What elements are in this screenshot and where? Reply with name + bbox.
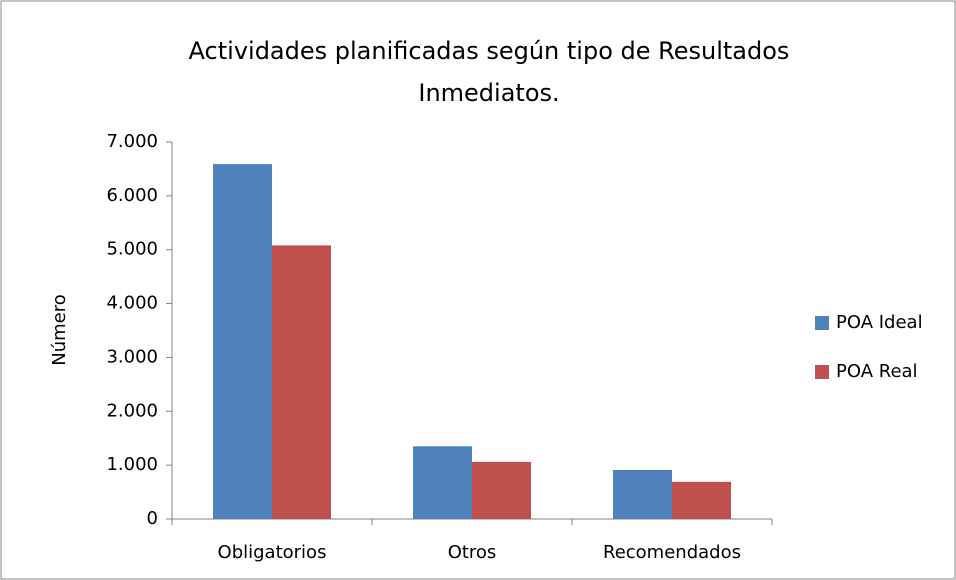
y-tick-label: 4.000 xyxy=(106,293,158,314)
x-tick-label: Recomendados xyxy=(603,542,741,563)
y-tick-label: 6.000 xyxy=(106,185,158,206)
bar xyxy=(472,461,531,519)
y-tick-label: 5.000 xyxy=(106,239,158,260)
y-tick-label: 1.000 xyxy=(106,454,158,475)
y-axis-label: Número xyxy=(49,294,70,366)
legend-label: POA Real xyxy=(836,361,918,382)
legend-swatch xyxy=(815,316,829,330)
bar xyxy=(213,164,272,519)
bar xyxy=(272,245,331,520)
bar xyxy=(413,446,472,519)
bar xyxy=(613,469,672,519)
x-tick-label: Obligatorios xyxy=(218,542,327,563)
chart-title: Actividades planificadas según tipo de R… xyxy=(188,37,790,107)
legend-label: POA Ideal xyxy=(836,312,923,333)
y-tick-label: 0 xyxy=(147,508,158,529)
x-tick-label: Otros xyxy=(448,542,497,563)
y-tick-label: 2.000 xyxy=(106,400,158,421)
legend-swatch xyxy=(815,365,829,379)
y-tick-label: 3.000 xyxy=(106,346,158,367)
bar xyxy=(672,481,731,519)
y-tick-label: 7.000 xyxy=(106,131,158,152)
